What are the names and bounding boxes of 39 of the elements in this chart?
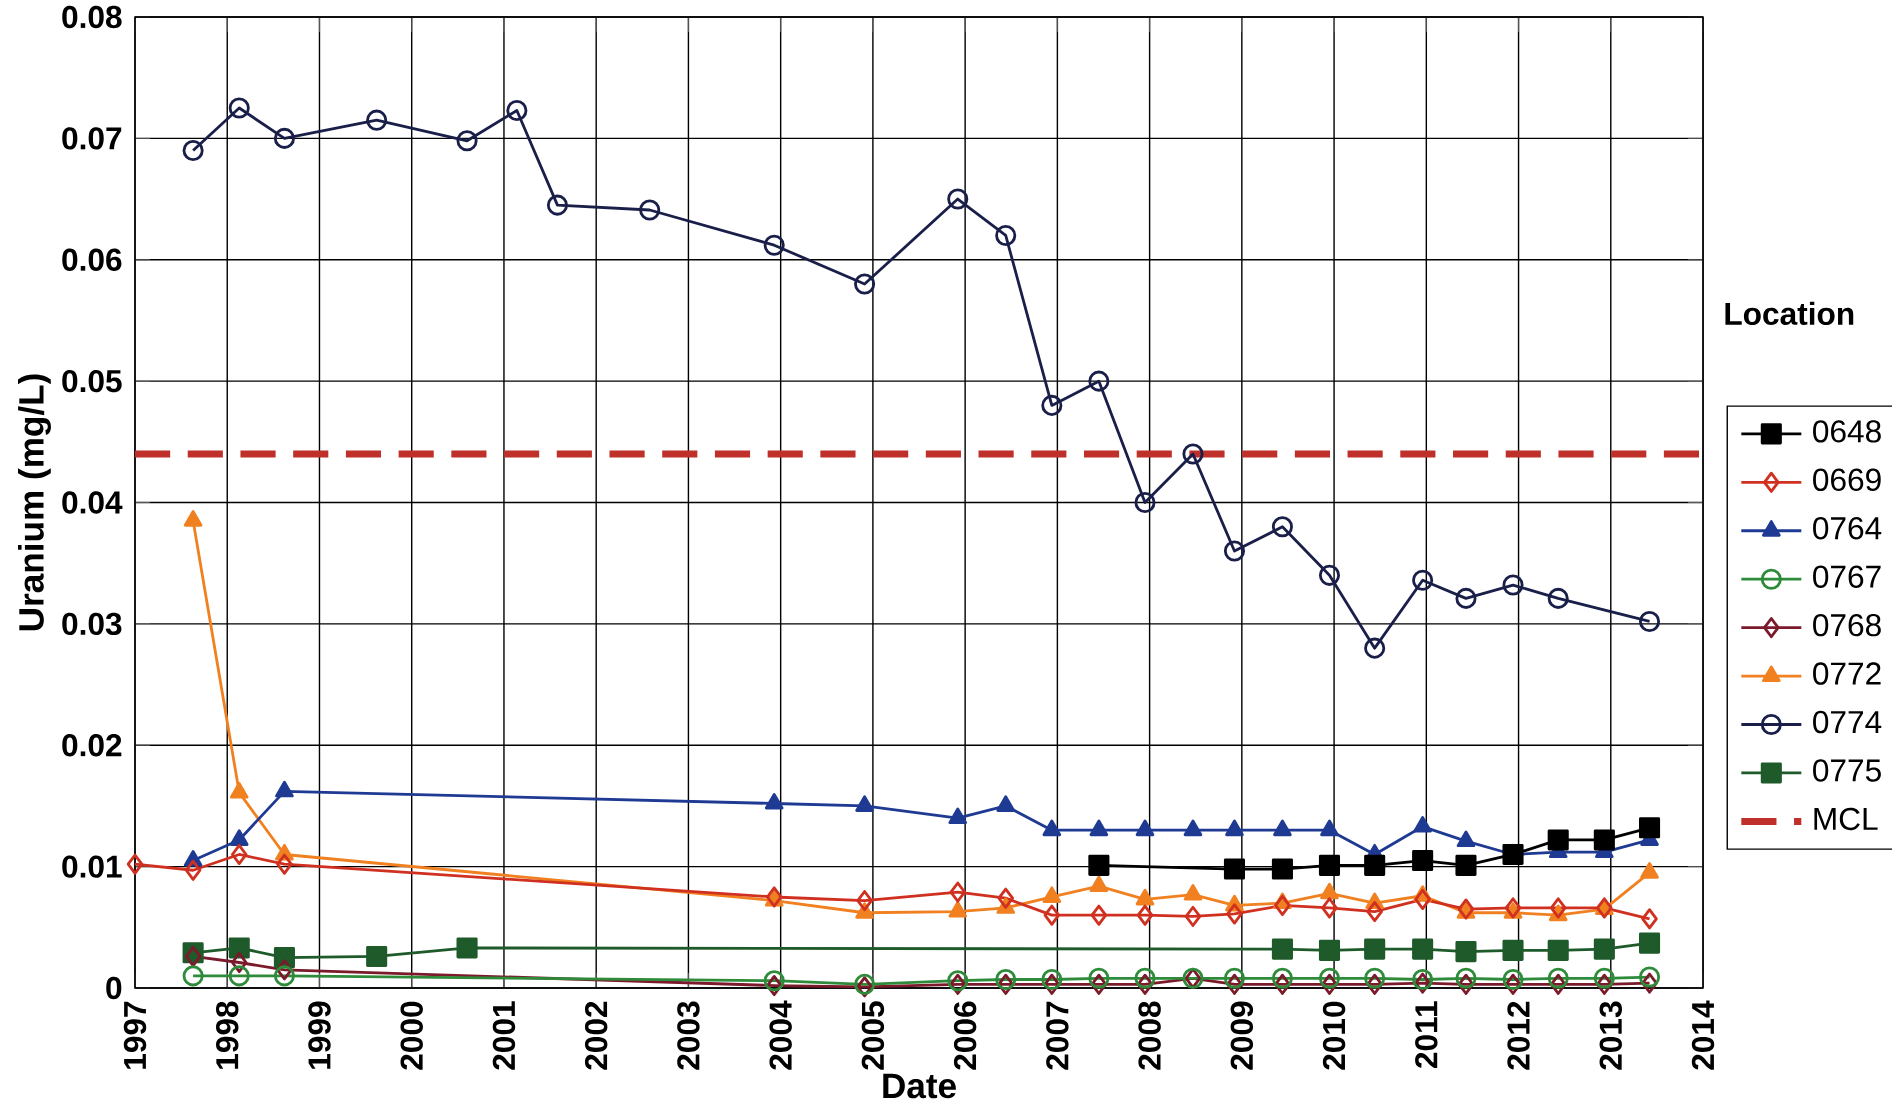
legend-label: 0767 <box>1813 565 1881 588</box>
legend-label: 0772 <box>1813 662 1881 685</box>
x-tick-label: 1998 <box>216 1001 239 1069</box>
x-tick-label: 2007 <box>1046 1001 1069 1070</box>
legend-label: 0775 <box>1813 759 1881 782</box>
y-tick-label: 0.06 <box>62 248 122 271</box>
x-tick-label: 2011 <box>1415 1001 1438 1068</box>
x-tick-label: 2005 <box>861 1001 885 1070</box>
x-tick-label: 2009 <box>1230 1001 1254 1070</box>
y-axis-title: Uranium (mg/L) <box>18 374 51 631</box>
y-tick-label: 0.08 <box>62 5 122 29</box>
legend-label: 0669 <box>1813 468 1881 492</box>
x-axis-title: Date <box>883 1073 956 1099</box>
x-tick-label: 2008 <box>1138 1001 1161 1070</box>
x-tick-label: 2014 <box>1691 1000 1715 1070</box>
legend-label: 0768 <box>1813 613 1881 637</box>
x-tick-label: 2002 <box>584 1001 608 1070</box>
legend-label: 0764 <box>1813 517 1882 540</box>
y-tick-label: 0.01 <box>62 855 122 878</box>
y-tick-label: 0.02 <box>62 734 122 757</box>
x-tick-label: 1999 <box>308 1001 331 1069</box>
y-tick-label: 0.04 <box>62 491 123 514</box>
x-tick-label: 2010 <box>1322 1001 1346 1070</box>
x-tick-label: 2012 <box>1507 1001 1530 1070</box>
x-tick-label: 1997 <box>123 1001 147 1069</box>
x-tick-label: 2000 <box>400 1001 423 1070</box>
y-tick-label: 0.07 <box>62 127 122 150</box>
x-tick-label: 2003 <box>677 1001 700 1070</box>
y-tick-label: 0 <box>106 976 122 1000</box>
legend-label: 0774 <box>1813 710 1882 734</box>
x-tick-label: 2004 <box>769 1000 792 1070</box>
legend-title: Location <box>1725 301 1854 326</box>
x-tick-label: 2013 <box>1599 1001 1622 1070</box>
y-tick-label: 0.03 <box>62 612 122 636</box>
y-tick-label: 0.05 <box>62 369 122 393</box>
legend-label: MCL <box>1814 807 1878 831</box>
legend-label: 0648 <box>1813 420 1881 443</box>
x-tick-label: 2001 <box>492 1001 516 1070</box>
x-tick-label: 2006 <box>953 1001 977 1070</box>
